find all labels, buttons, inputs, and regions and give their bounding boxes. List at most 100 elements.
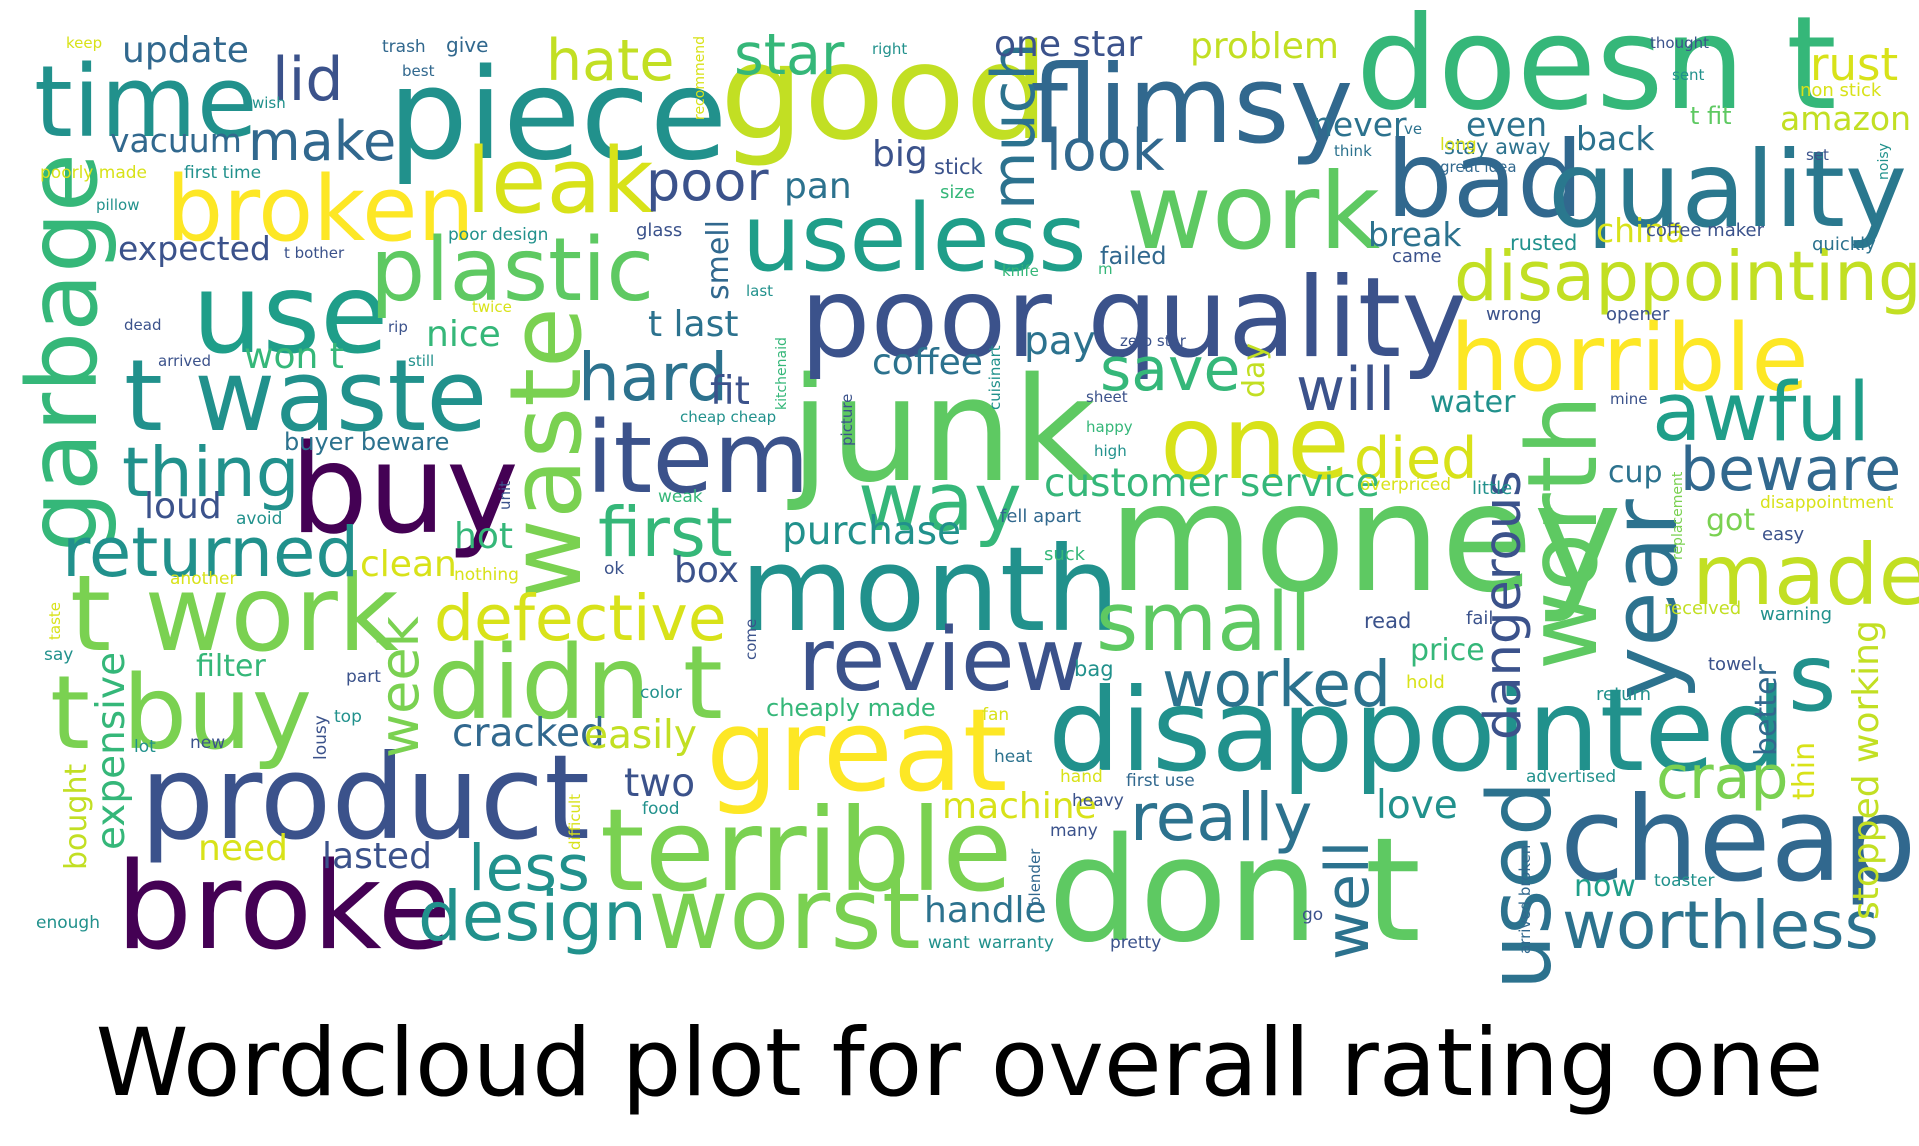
word-hot: hot — [454, 516, 513, 557]
word-cuisinart: cuisinart — [986, 345, 1004, 410]
word-long: long — [1440, 135, 1477, 155]
word-rusted: rusted — [1510, 231, 1577, 255]
word-mine: mine — [1610, 390, 1648, 408]
word-first: first — [598, 493, 733, 573]
word-return: return — [1596, 684, 1651, 705]
word-towel: towel — [1708, 654, 1757, 675]
word-pay: pay — [1024, 319, 1096, 364]
word-lid: lid — [272, 45, 343, 115]
word-unit: unit — [496, 481, 514, 510]
word-week: week — [368, 615, 431, 758]
word-rip: rip — [388, 318, 408, 336]
word-break: break — [1368, 215, 1462, 254]
word-died: died — [1354, 426, 1477, 492]
word-t-work: t work — [70, 553, 399, 675]
word-hate: hate — [546, 28, 674, 94]
word-love: love — [1376, 783, 1458, 828]
word-wish: wish — [252, 94, 286, 112]
word-one: one — [1160, 384, 1350, 503]
word-item: item — [586, 401, 810, 516]
word-easy: easy — [1762, 524, 1804, 545]
word-coffee: coffee — [872, 342, 983, 383]
word-buyer-beware: buyer beware — [284, 428, 449, 456]
word-taste: taste — [46, 602, 64, 640]
word-stay-away: stay away — [1444, 135, 1551, 159]
word-better: better — [1749, 664, 1784, 756]
word-zero-star: zero star — [1120, 332, 1187, 350]
word-beware: beware — [1680, 435, 1901, 505]
word-replacement: replacement — [1670, 471, 1686, 560]
word-best: best — [402, 62, 435, 80]
word-didn-t: didn t — [428, 624, 723, 743]
word-came: came — [1392, 246, 1442, 267]
word-expected: expected — [118, 229, 271, 268]
word-difficult: difficult — [566, 794, 584, 850]
word-still: still — [408, 352, 434, 370]
word-hard: hard — [578, 339, 728, 416]
word-glass: glass — [636, 220, 682, 241]
word-will: will — [1296, 355, 1395, 425]
word-received: received — [1664, 598, 1741, 619]
word-work: work — [1126, 151, 1380, 273]
word-bought: bought — [59, 764, 94, 870]
word-heat: heat — [994, 747, 1033, 767]
word-leak: leak — [466, 129, 654, 234]
word-weak: weak — [658, 487, 703, 507]
word-worth: worth — [1507, 395, 1619, 670]
word-great-idea: great idea — [1440, 158, 1517, 176]
word-opener: opener — [1606, 304, 1670, 325]
word-dead: dead — [124, 316, 161, 334]
word-say: say — [44, 645, 73, 665]
word-back: back — [1576, 119, 1655, 158]
word-big: big — [872, 134, 928, 175]
word-picture: picture — [838, 394, 856, 446]
word-broken: broken — [166, 157, 475, 262]
word-kitchenaid: kitchenaid — [774, 337, 790, 410]
word-heavy: heavy — [1072, 791, 1124, 811]
word-think: think — [1334, 142, 1372, 160]
word-smell: smell — [701, 220, 736, 300]
word-useless: useless — [742, 184, 1087, 292]
word-cup: cup — [1608, 455, 1663, 490]
word-quality: quality — [1548, 129, 1907, 251]
word-returned: returned — [62, 513, 359, 593]
word-use: use — [192, 250, 388, 379]
word-used: used — [1469, 781, 1571, 990]
word-size: size — [940, 182, 975, 203]
word-high: high — [1094, 442, 1127, 460]
word-disappointment: disappointment — [1760, 493, 1894, 513]
word-china: china — [1596, 211, 1685, 250]
word-s: s — [1788, 624, 1836, 732]
word-worked: worked — [1162, 648, 1391, 721]
word-much: much — [979, 43, 1049, 211]
word-got: got — [1706, 503, 1755, 538]
word-food: food — [642, 799, 680, 819]
word-trash: trash — [382, 37, 426, 57]
word-set: set — [1806, 146, 1829, 164]
word-make: make — [248, 110, 396, 173]
word-right: right — [872, 40, 907, 58]
word-box: box — [674, 550, 739, 591]
word-plastic: plastic — [370, 219, 654, 321]
word-cheaply-made: cheaply made — [766, 694, 936, 722]
word-amazon: amazon — [1780, 99, 1911, 138]
word-never: never — [1312, 105, 1407, 144]
word-ve: ve — [1404, 120, 1422, 138]
word-day: day — [1237, 343, 1272, 398]
word-way: way — [858, 456, 1022, 550]
word-one-star: one star — [994, 24, 1142, 65]
word-recommend: recommend — [692, 36, 708, 120]
word-advertised: advertised — [1526, 767, 1616, 787]
word-part: part — [346, 667, 381, 687]
word-wrong: wrong — [1486, 304, 1542, 325]
word-lasted: lasted — [322, 836, 432, 877]
word-nothing: nothing — [454, 565, 519, 585]
word-waste: waste — [489, 307, 604, 600]
word-doesn-t: doesn t — [1356, 0, 1837, 139]
word-new: new — [190, 733, 225, 753]
word-bag: bag — [1074, 657, 1114, 681]
word-pillow: pillow — [96, 196, 139, 214]
word-two: two — [624, 761, 695, 806]
word-fail: fail — [1466, 608, 1493, 629]
word-disappointing: disappointing — [1454, 237, 1919, 317]
